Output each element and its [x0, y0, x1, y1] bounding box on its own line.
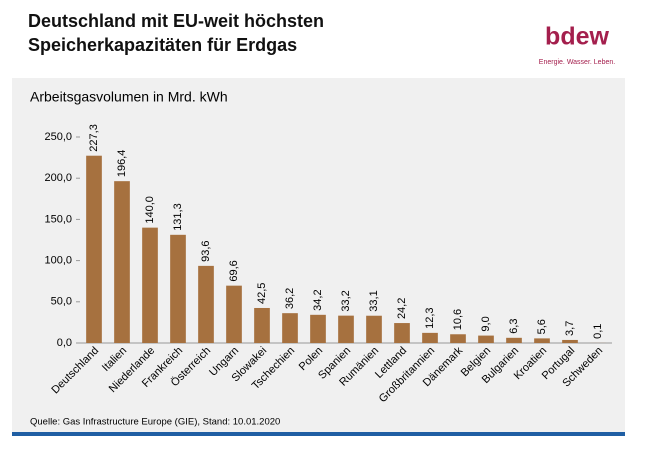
bar: [282, 313, 298, 343]
bottom-rule: [12, 432, 625, 436]
value-label: 36,2: [284, 288, 296, 309]
bar: [170, 234, 186, 343]
value-label: 33,1: [368, 290, 380, 311]
y-tick-label: 150,0: [44, 213, 72, 225]
value-label: 140,0: [144, 196, 156, 224]
value-label: 9,0: [480, 316, 492, 331]
bar: [114, 181, 130, 343]
bar: [562, 339, 578, 343]
value-label: 93,6: [200, 240, 212, 261]
bar: [254, 307, 270, 343]
value-label: 69,6: [228, 260, 240, 281]
value-label: 196,4: [116, 150, 128, 178]
bar: [534, 338, 550, 343]
bar: [310, 314, 326, 343]
value-label: 227,3: [88, 124, 100, 152]
chart-title: Speicherkapazitäten für Erdgas: [28, 35, 297, 55]
value-label: 3,7: [564, 321, 576, 336]
value-label: 6,3: [508, 319, 520, 334]
source: Quelle: Gas Infrastructure Europe (GIE),…: [30, 417, 280, 428]
logo-tagline: Energie. Wasser. Leben.: [539, 59, 615, 66]
bar: [478, 335, 494, 343]
y-tick-label: 0,0: [57, 337, 72, 349]
value-label: 131,3: [172, 203, 184, 231]
bar: [198, 265, 214, 343]
bar: [366, 315, 382, 343]
value-label: 0,1: [592, 324, 604, 339]
chart-title: Deutschland mit EU-weit höchsten: [28, 11, 324, 31]
value-label: 34,2: [312, 289, 324, 310]
y-tick-label: 250,0: [44, 131, 72, 143]
value-label: 24,2: [396, 298, 408, 319]
bar: [86, 155, 102, 343]
y-tick-label: 50,0: [51, 296, 72, 308]
value-label: 5,6: [536, 319, 548, 334]
bar: [506, 337, 522, 343]
bar: [394, 323, 410, 343]
value-label: 10,6: [452, 309, 464, 330]
logo: bdew: [545, 23, 609, 51]
y-axis-label: Arbeitsgasvolumen in Mrd. kWh: [30, 89, 228, 105]
value-label: 33,2: [340, 290, 352, 311]
chart-panel: [12, 78, 625, 434]
bar: [338, 315, 354, 343]
bar: [226, 285, 242, 343]
y-tick-label: 100,0: [44, 255, 72, 267]
bar: [422, 332, 438, 343]
bar: [450, 334, 466, 343]
y-tick-label: 200,0: [44, 172, 72, 184]
value-label: 12,3: [424, 307, 436, 328]
value-label: 42,5: [256, 283, 268, 304]
bar: [142, 227, 158, 343]
